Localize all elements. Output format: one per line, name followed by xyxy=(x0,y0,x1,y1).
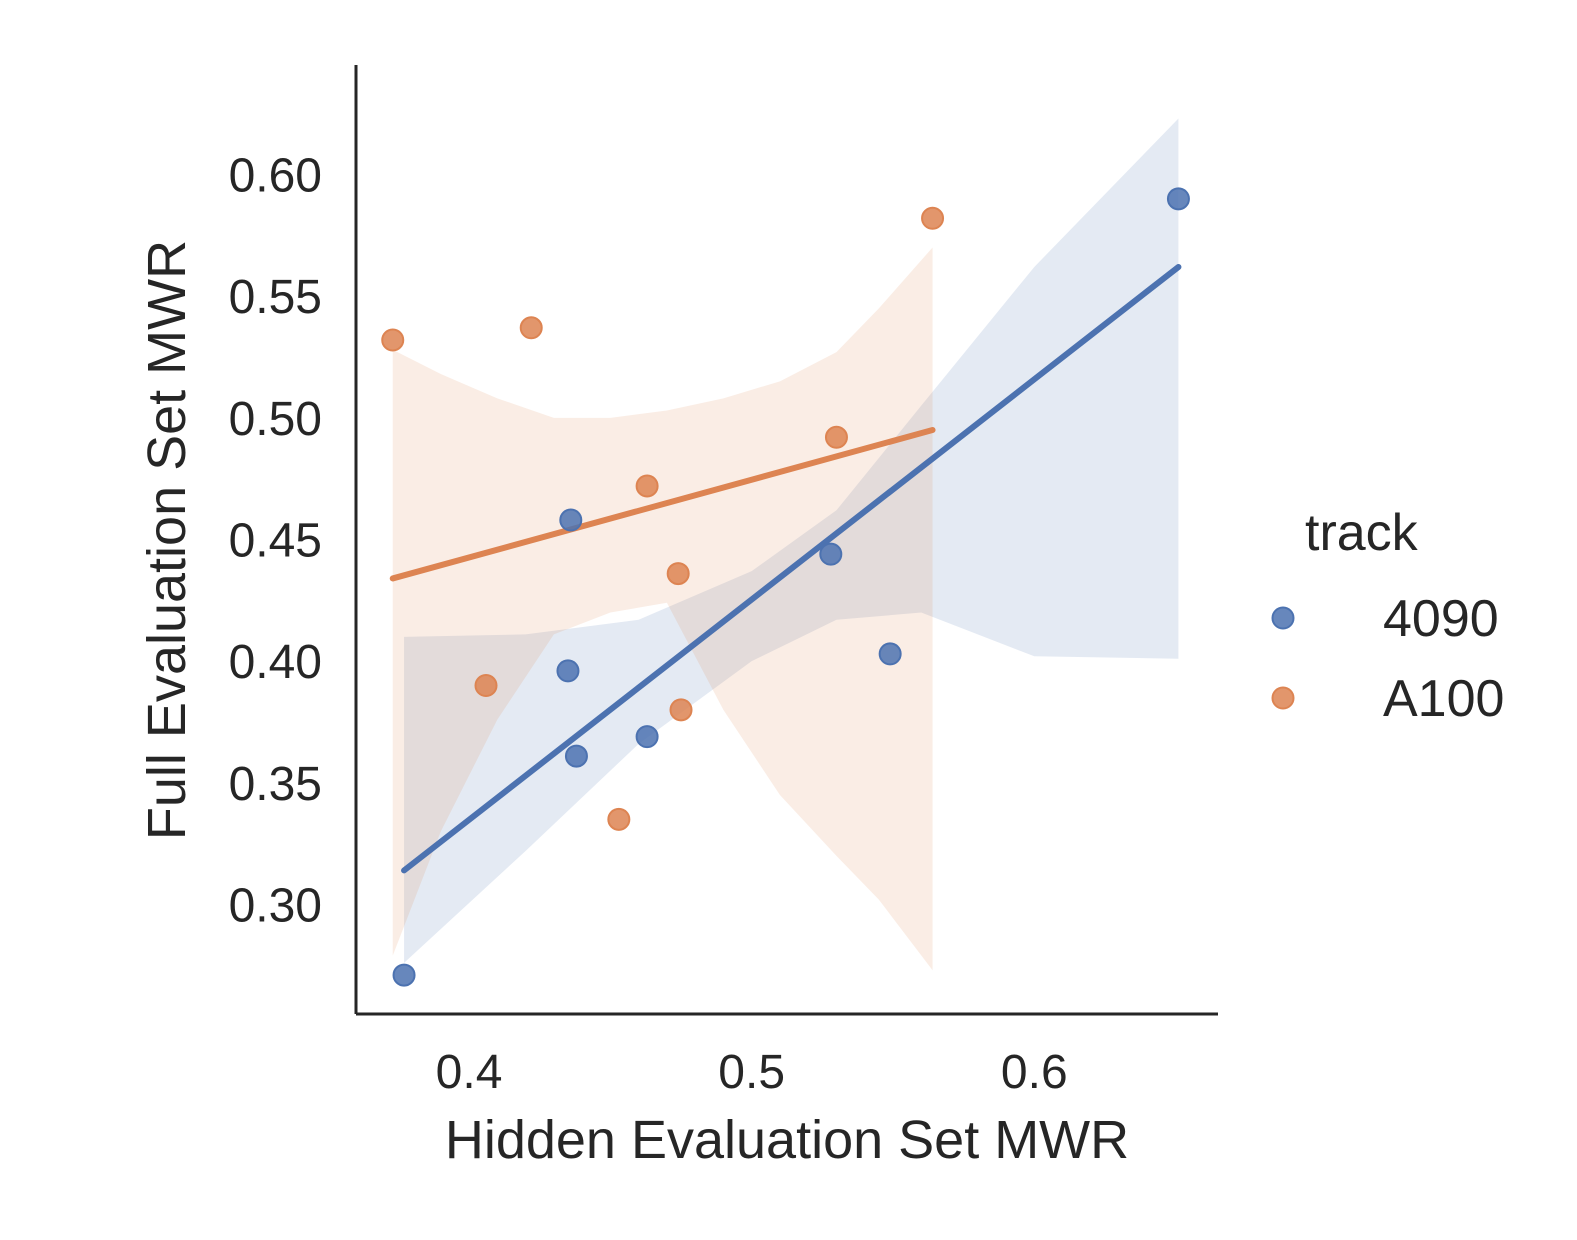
point-a100 xyxy=(635,474,659,498)
y-tick-label: 0.40 xyxy=(229,636,322,689)
legend-marker-a100 xyxy=(1271,686,1295,710)
legend-label-4090: 4090 xyxy=(1383,590,1499,648)
x-tick-label: 0.6 xyxy=(1001,1046,1068,1099)
legend-marker-4090 xyxy=(1271,606,1295,630)
point-4090 xyxy=(1166,187,1190,211)
point-4090 xyxy=(564,744,588,768)
point-a100 xyxy=(474,674,498,697)
point-4090 xyxy=(878,642,902,666)
y-tick-label: 0.30 xyxy=(229,880,322,933)
point-a100 xyxy=(921,206,945,230)
y-tick-label: 0.45 xyxy=(229,515,322,568)
data-points xyxy=(381,187,1190,987)
y-axis-label: Full Evaluation Set MWR xyxy=(137,240,197,840)
x-tick-label: 0.4 xyxy=(436,1046,503,1099)
x-axis-label: Hidden Evaluation Set MWR xyxy=(445,1110,1129,1170)
legend: track 4090 A100 xyxy=(1271,504,1504,728)
legend-title: track xyxy=(1305,504,1419,562)
regression-lines xyxy=(389,263,1182,874)
y-tick-label: 0.55 xyxy=(229,271,322,324)
point-a100 xyxy=(666,562,690,586)
point-a100 xyxy=(824,425,848,449)
point-4090 xyxy=(556,659,580,683)
regression-line-a100 xyxy=(389,427,936,582)
y-tick-label: 0.50 xyxy=(229,393,322,446)
legend-label-a100: A100 xyxy=(1383,670,1504,728)
axes xyxy=(354,65,1218,1016)
confidence-bands xyxy=(392,118,1179,971)
y-tick-label: 0.35 xyxy=(229,758,322,811)
regression-line-4090 xyxy=(401,263,1182,874)
x-ticks: 0.4 0.5 0.6 xyxy=(436,1046,1068,1099)
x-tick-label: 0.5 xyxy=(718,1046,785,1099)
point-4090 xyxy=(635,725,659,749)
ci-band-4090 xyxy=(404,118,1179,963)
point-a100 xyxy=(669,698,693,722)
y-tick-label: 0.60 xyxy=(229,150,322,203)
point-a100 xyxy=(381,328,405,352)
point-4090 xyxy=(392,963,416,987)
ci-band-a100 xyxy=(392,247,933,971)
point-4090 xyxy=(559,508,583,532)
point-4090 xyxy=(819,542,843,566)
point-a100 xyxy=(607,807,631,831)
point-a100 xyxy=(519,316,543,340)
y-ticks: 0.30 0.35 0.40 0.45 0.50 0.55 0.60 xyxy=(229,150,322,933)
